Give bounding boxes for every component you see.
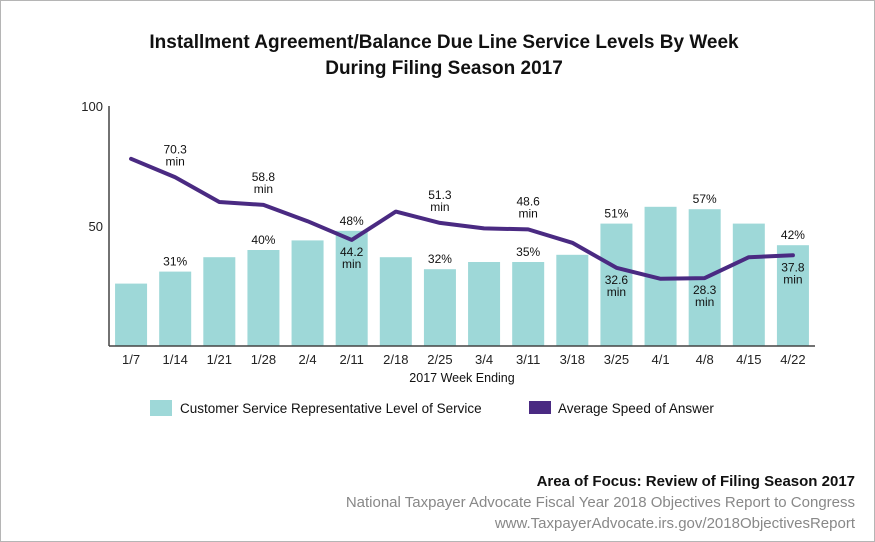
footer-focus: Area of Focus: Review of Filing Season 2… xyxy=(536,473,855,490)
line-label-value: 28.3 xyxy=(693,283,717,297)
x-tick-label: 1/21 xyxy=(207,352,232,367)
bar-3-25 xyxy=(600,223,633,346)
line-label-unit: min xyxy=(430,200,449,214)
line-label-value: 51.3 xyxy=(428,188,452,202)
bar-1-28 xyxy=(247,250,280,346)
line-label-unit: min xyxy=(254,182,273,196)
x-tick-label: 2/11 xyxy=(340,352,364,367)
x-tick-label: 3/4 xyxy=(475,352,493,367)
y-tick-label: 100 xyxy=(81,99,103,114)
line-label-unit: min xyxy=(695,295,714,309)
y-tick-label: 50 xyxy=(89,219,103,234)
x-tick-label: 1/7 xyxy=(122,352,140,367)
x-tick-label: 4/1 xyxy=(652,352,670,367)
x-tick-label: 3/18 xyxy=(560,352,585,367)
line-label-unit: min xyxy=(342,257,361,271)
x-tick-label: 4/8 xyxy=(696,352,714,367)
bar-2-18 xyxy=(379,257,412,346)
bar-label: 31% xyxy=(163,255,187,269)
x-tick-label: 3/25 xyxy=(604,352,629,367)
legend-bar-label: Customer Service Representative Level of… xyxy=(180,401,482,416)
x-tick-label: 2/25 xyxy=(427,352,452,367)
bar-3-18 xyxy=(556,254,589,346)
bar-label: 42% xyxy=(781,228,805,242)
bar-3-11 xyxy=(512,262,545,346)
x-ticks-group: 1/7 1/14 1/21 1/28 2/4 2/11 2/18 2/25 3/4 3/11 3/1… xyxy=(122,352,806,367)
line-label-value: 70.3 xyxy=(164,142,188,156)
line-label-value: 37.8 xyxy=(781,260,805,274)
bar-2-11 xyxy=(335,230,368,346)
bar-labels-group: 31% 40% 48% 32% 35% 51% 57% 42% xyxy=(163,192,805,268)
x-axis-title: 2017 Week Ending xyxy=(409,371,514,385)
line-label-unit: min xyxy=(166,154,185,168)
bar-label: 40% xyxy=(251,233,275,247)
x-tick-label: 3/11 xyxy=(516,352,540,367)
bar-2-4 xyxy=(291,240,324,346)
line-label-value: 58.8 xyxy=(252,170,276,184)
chart-title-line-1: Installment Agreement/Balance Due Line S… xyxy=(149,32,739,53)
x-tick-label: 2/18 xyxy=(383,352,408,367)
bar-label: 35% xyxy=(516,245,540,259)
legend-line-swatch xyxy=(529,401,551,414)
x-tick-label: 4/15 xyxy=(736,352,761,367)
line-label-unit: min xyxy=(519,206,538,220)
bar-1-7 xyxy=(115,283,148,346)
line-label-value: 44.2 xyxy=(340,245,364,259)
line-label-unit: min xyxy=(783,272,802,286)
legend-line-label: Average Speed of Answer xyxy=(558,401,714,416)
line-label-value: 48.6 xyxy=(517,194,541,208)
bar-3-4 xyxy=(468,262,501,346)
x-tick-label: 4/22 xyxy=(780,352,805,367)
footer-report: National Taxpayer Advocate Fiscal Year 2… xyxy=(345,494,855,511)
line-label-value: 32.6 xyxy=(605,273,629,287)
bar-label: 48% xyxy=(340,214,364,228)
legend: Customer Service Representative Level of… xyxy=(150,400,714,416)
bar-2-25 xyxy=(423,269,456,346)
bar-label: 32% xyxy=(428,252,452,266)
bar-4-15 xyxy=(732,223,765,346)
legend-bar-swatch xyxy=(150,400,172,416)
footer-url: www.TaxpayerAdvocate.irs.gov/2018Objecti… xyxy=(494,515,855,532)
x-tick-label: 2/4 xyxy=(299,352,317,367)
speed-of-answer-line xyxy=(129,156,795,281)
bar-label: 57% xyxy=(693,192,717,206)
chart-title-line-2: During Filing Season 2017 xyxy=(325,58,563,79)
line-group xyxy=(129,156,795,281)
bar-1-21 xyxy=(203,257,236,346)
bar-label: 51% xyxy=(604,207,628,221)
bar-4-22 xyxy=(776,245,809,346)
x-tick-label: 1/14 xyxy=(163,352,188,367)
line-label-unit: min xyxy=(607,285,626,299)
bar-1-14 xyxy=(159,271,192,346)
y-ticks-group: 100 50 xyxy=(81,99,103,234)
x-tick-label: 1/28 xyxy=(251,352,276,367)
